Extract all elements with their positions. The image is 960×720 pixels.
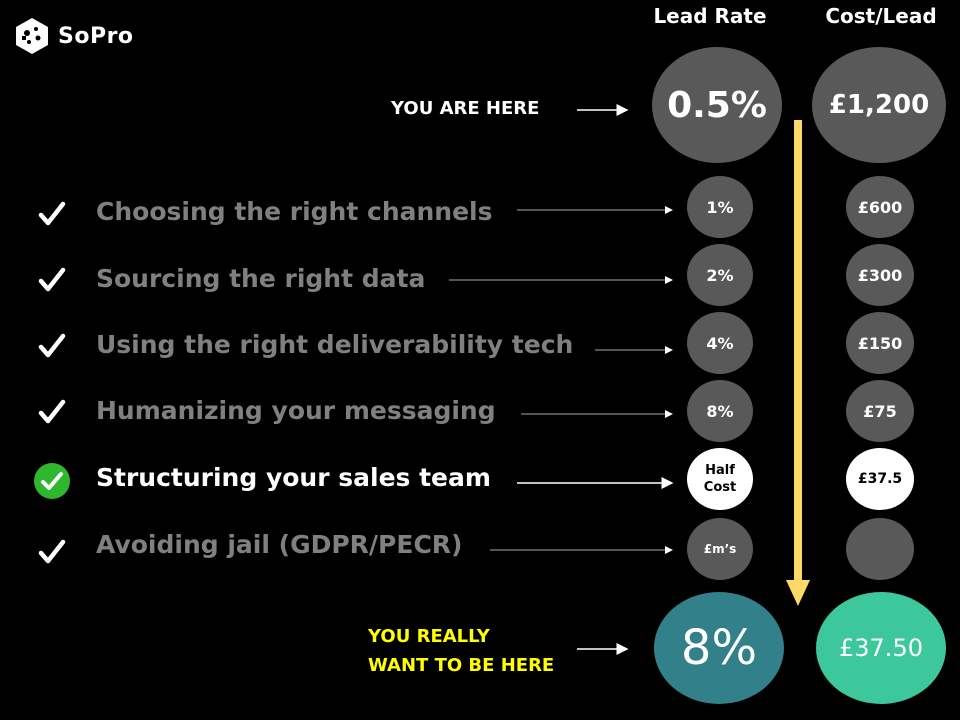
step-label-data: Sourcing the right data (96, 264, 426, 293)
step-label-messaging: Humanizing your messaging (96, 396, 496, 425)
step-rate-1: 1% (687, 176, 753, 238)
step-rate-3: 4% (687, 312, 753, 374)
target-label-line2: WANT TO BE HERE (368, 655, 555, 676)
check-icon (38, 333, 66, 358)
sopro-logo-icon (16, 18, 48, 54)
step-cost-1: £600 (846, 176, 914, 238)
target-label-line1: YOU REALLY (368, 626, 490, 647)
brand-name: SoPro (58, 23, 134, 49)
lead-rate-header: Lead Rate (653, 4, 767, 28)
check-icon (38, 201, 66, 226)
current-lead-rate: 0.5% (652, 47, 782, 163)
check-icon (38, 399, 66, 424)
target-cost: £37.50 (816, 592, 946, 704)
check-icon (38, 267, 66, 292)
you-are-here-label: YOU ARE HERE (391, 98, 540, 119)
step-cost-6 (846, 518, 914, 580)
check-circle-icon (34, 463, 70, 499)
check-icon (38, 539, 66, 564)
sopro-logo: SoPro (12, 16, 134, 56)
progress-arrow-head (786, 580, 810, 606)
step-rate-4: 8% (687, 380, 753, 442)
step-rate-6: £m’s (687, 518, 753, 580)
step-label-channels: Choosing the right channels (96, 197, 493, 226)
step-rate-2: 2% (687, 244, 753, 306)
step-rate-5: Half Cost (687, 448, 753, 510)
cost-per-lead-header: Cost/Lead (825, 4, 937, 28)
target-lead-rate: 8% (654, 592, 784, 704)
step-cost-2: £300 (846, 244, 914, 306)
step-cost-5: £37.5 (846, 448, 914, 510)
progress-arrow-shaft (794, 120, 802, 580)
step-cost-3: £150 (846, 312, 914, 374)
current-cost: £1,200 (812, 47, 946, 163)
step-cost-4: £75 (846, 380, 914, 442)
step-label-sales-team: Structuring your sales team (96, 463, 491, 492)
step-label-gdpr: Avoiding jail (GDPR/PECR) (96, 530, 463, 559)
target-label: YOU REALLY WANT TO BE HERE (368, 622, 554, 680)
step-label-deliverability: Using the right deliverability tech (96, 330, 574, 359)
